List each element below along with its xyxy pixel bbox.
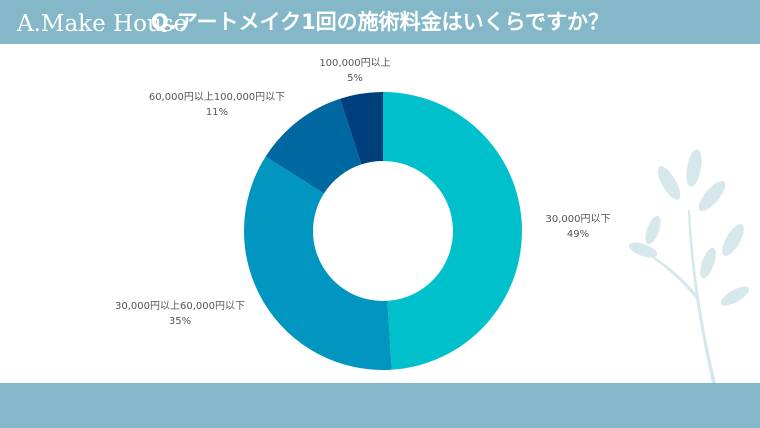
donut-slice-3 [265, 98, 362, 194]
brand-name: A.Make House [17, 11, 188, 37]
slice-value-3: 11% [206, 107, 228, 118]
slice-label-3: 60,000円以上100,000円以下 [149, 91, 285, 103]
slice-value-4: 5% [347, 73, 363, 84]
slice-label-1: 30,000円以下 [546, 214, 611, 225]
slice-label-4: 100,000円以上 [319, 57, 390, 69]
slice-label-2: 30,000円以上60,000円以下 [115, 300, 245, 312]
slice-value-2: 35% [169, 316, 191, 327]
header-banner [0, 0, 760, 44]
slice-value-1: 49% [567, 229, 589, 240]
donut-slice-1 [383, 92, 523, 370]
page-title: Q.アートメイク1回の施術料金はいくらですか？ [150, 10, 610, 34]
footer-banner [0, 383, 760, 428]
donut-slice-4 [340, 92, 383, 165]
donut-slice-2 [244, 156, 392, 370]
